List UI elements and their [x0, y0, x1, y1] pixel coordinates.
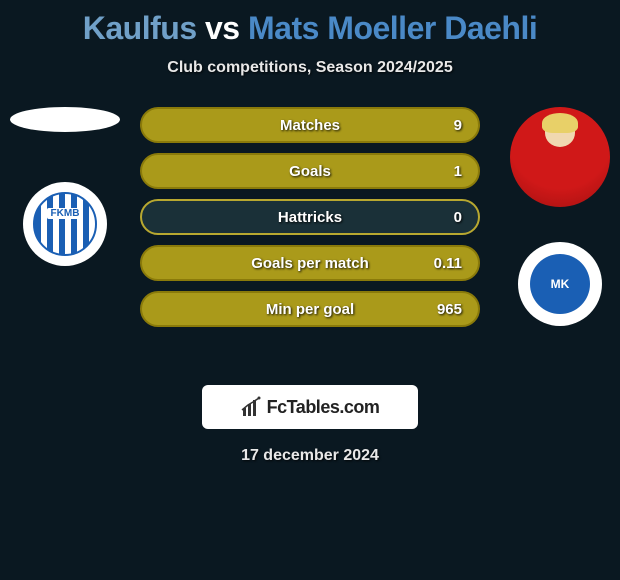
stat-label: Min per goal: [198, 301, 422, 318]
date-label: 17 december 2024: [0, 447, 620, 465]
stat-row: Hattricks0: [140, 199, 480, 235]
comparison-area: Matches9Goals1Hattricks0Goals per match0…: [0, 107, 620, 367]
right-club-badge: [518, 242, 602, 326]
title-left-player: Kaulfus: [83, 10, 197, 46]
stat-right-value: 965: [422, 301, 462, 318]
left-club-badge: [23, 182, 107, 266]
stat-row: Goals per match0.11: [140, 245, 480, 281]
stat-label: Goals per match: [198, 255, 422, 272]
chart-icon: [241, 396, 263, 418]
stat-rows: Matches9Goals1Hattricks0Goals per match0…: [140, 107, 480, 337]
source-logo: FcTables.com: [202, 385, 418, 429]
stat-right-value: 0: [422, 209, 462, 226]
title-right-player: Mats Moeller Daehli: [248, 10, 537, 46]
right-player-photo: [510, 107, 610, 207]
stat-right-value: 9: [422, 117, 462, 134]
left-player-column: [10, 107, 120, 266]
stat-label: Goals: [198, 163, 422, 180]
stat-right-value: 0.11: [422, 255, 462, 272]
subtitle: Club competitions, Season 2024/2025: [0, 59, 620, 77]
title-vs: vs: [197, 10, 248, 46]
stat-row: Min per goal965: [140, 291, 480, 327]
stat-label: Hattricks: [198, 209, 422, 226]
stat-row: Matches9: [140, 107, 480, 143]
right-player-column: [510, 107, 610, 326]
stat-right-value: 1: [422, 163, 462, 180]
page-title: Kaulfus vs Mats Moeller Daehli: [0, 0, 620, 47]
stat-label: Matches: [198, 117, 422, 134]
left-player-photo: [10, 107, 120, 132]
stat-row: Goals1: [140, 153, 480, 189]
source-logo-text: FcTables.com: [267, 397, 380, 418]
